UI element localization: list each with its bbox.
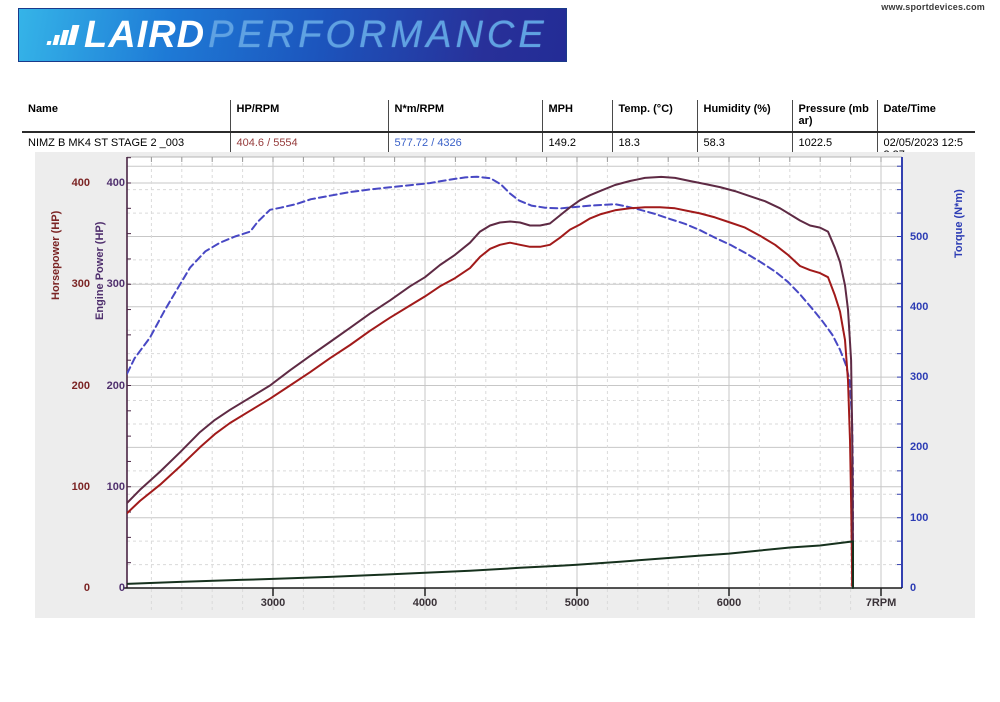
hp-tick-label: 200 xyxy=(71,379,90,392)
brand-banner: LAIRD PERFORMANCE xyxy=(18,8,567,62)
x-tick-label: 3000 xyxy=(260,597,286,609)
hp-tick-label: 400 xyxy=(71,177,90,189)
engine-power-tick-label: 0 xyxy=(118,582,125,594)
engine-power-tick-label: 300 xyxy=(106,278,125,291)
x-tick-label: 6000 xyxy=(716,597,742,609)
col-header-datetime: Date/Time xyxy=(876,100,975,133)
torque-tick-label: 500 xyxy=(910,230,929,243)
curves-layer xyxy=(127,175,854,589)
col-header-pressure: Pressure (mbar) xyxy=(791,100,877,133)
hp-tick-label: 100 xyxy=(71,480,90,493)
col-header-mph: MPH xyxy=(541,100,612,133)
engine-power-axis-title: Engine Power (HP) xyxy=(94,221,106,320)
dyno-chart: 3000 4000 5000 6000 7RPM 400 400 300 300 200 200 10… xyxy=(35,152,975,618)
engine-power-tick-label: 400 xyxy=(106,177,125,189)
plot-area xyxy=(127,157,902,588)
x-tick-label: 7RPM xyxy=(865,597,897,609)
horsepower-axis-title: Horsepower (HP) xyxy=(50,210,62,300)
power-curve xyxy=(127,206,854,587)
torque-tick-label: 200 xyxy=(910,441,929,454)
col-header-name: Name xyxy=(22,100,230,133)
col-header-hp-rpm: HP/RPM xyxy=(229,100,388,133)
torque-tick-label: 300 xyxy=(910,371,929,384)
torque-curve xyxy=(127,175,854,564)
col-header-nm-rpm: N*m/RPM xyxy=(387,100,542,133)
table-header-row: Name HP/RPM N*m/RPM MPH Temp. (°C) Humid… xyxy=(22,100,975,133)
torque-tick-label: 400 xyxy=(910,300,929,313)
bars-icon xyxy=(46,25,80,45)
engine-power-tick-label: 200 xyxy=(106,379,125,392)
brand-name-bold: LAIRD xyxy=(84,14,206,56)
engine-power-tick-label: 100 xyxy=(106,480,125,493)
brand-name-light: PERFORMANCE xyxy=(208,14,548,56)
torque-axis-title: Torque (N*m) xyxy=(953,189,965,258)
torque-tick-label: 0 xyxy=(910,582,917,594)
col-header-humidity: Humidity (%) xyxy=(696,100,792,133)
hp-tick-label: 0 xyxy=(83,582,90,594)
x-tick-label: 4000 xyxy=(412,597,438,609)
site-url-text: www.sportdevices.com xyxy=(881,2,985,12)
run-name: NIMZ B MK4 ST STAGE 2 _003 xyxy=(28,137,185,149)
dyno-chart-svg xyxy=(123,156,903,610)
torque-tick-label: 100 xyxy=(910,511,929,524)
speed-curve xyxy=(127,540,854,589)
hp-tick-label: 300 xyxy=(71,278,90,291)
engine-power-curve xyxy=(127,175,854,587)
x-tick-label: 5000 xyxy=(564,597,590,609)
col-header-temp: Temp. (°C) xyxy=(611,100,697,133)
